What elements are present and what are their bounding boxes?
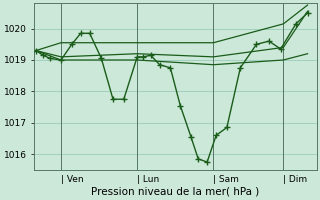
X-axis label: Pression niveau de la mer( hPa ): Pression niveau de la mer( hPa ) (91, 187, 260, 197)
